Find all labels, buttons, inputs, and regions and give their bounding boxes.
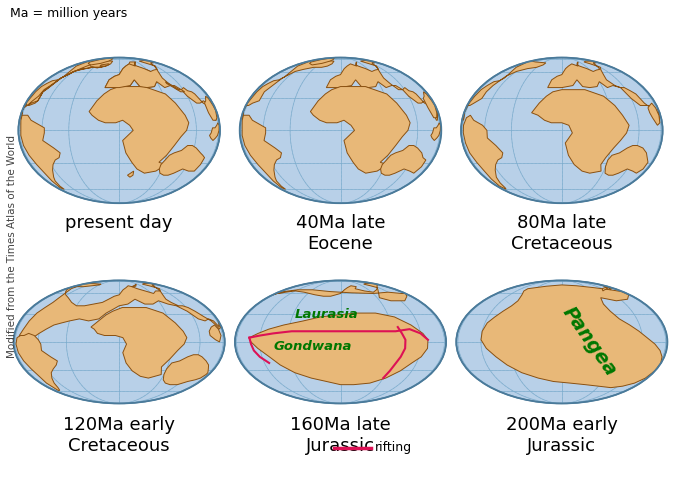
Ellipse shape <box>240 58 441 203</box>
Polygon shape <box>16 334 60 391</box>
Polygon shape <box>21 115 64 189</box>
Polygon shape <box>20 60 112 120</box>
Ellipse shape <box>461 58 663 203</box>
Polygon shape <box>100 64 108 66</box>
Polygon shape <box>532 90 629 173</box>
Polygon shape <box>326 61 438 120</box>
Text: Laurasia: Laurasia <box>295 308 359 321</box>
Polygon shape <box>127 171 133 177</box>
Polygon shape <box>464 61 546 120</box>
Text: present day: present day <box>65 214 173 232</box>
Polygon shape <box>204 96 217 120</box>
Ellipse shape <box>235 280 446 403</box>
Polygon shape <box>242 60 334 119</box>
Text: 40Ma late
Eocene: 40Ma late Eocene <box>296 214 385 253</box>
Polygon shape <box>481 285 662 388</box>
Text: Modified from the Times Atlas of the World: Modified from the Times Atlas of the Wor… <box>7 134 17 358</box>
Polygon shape <box>431 123 441 141</box>
Ellipse shape <box>14 280 225 403</box>
Text: Ma = million years: Ma = million years <box>10 7 127 20</box>
Text: 160Ma late
Jurassic: 160Ma late Jurassic <box>290 416 391 455</box>
Polygon shape <box>91 308 187 378</box>
Polygon shape <box>210 123 219 141</box>
Polygon shape <box>273 283 407 301</box>
Text: rifting: rifting <box>375 441 413 454</box>
Polygon shape <box>311 87 410 173</box>
Polygon shape <box>165 82 185 92</box>
Polygon shape <box>605 146 648 175</box>
Polygon shape <box>463 115 506 189</box>
Polygon shape <box>381 146 426 175</box>
Polygon shape <box>242 115 285 189</box>
Ellipse shape <box>456 280 667 403</box>
Text: Gondwana: Gondwana <box>274 340 353 353</box>
Text: 120Ma early
Cretaceous: 120Ma early Cretaceous <box>63 416 175 455</box>
Polygon shape <box>424 92 437 118</box>
Ellipse shape <box>18 58 220 203</box>
Polygon shape <box>209 325 221 342</box>
Text: 80Ma late
Cretaceous: 80Ma late Cretaceous <box>511 214 613 253</box>
Polygon shape <box>19 283 221 344</box>
Polygon shape <box>105 61 217 120</box>
Polygon shape <box>648 103 660 125</box>
Text: 200Ma early
Jurassic: 200Ma early Jurassic <box>506 416 618 455</box>
Polygon shape <box>601 285 612 291</box>
Polygon shape <box>88 58 113 65</box>
Polygon shape <box>548 61 660 123</box>
Polygon shape <box>309 58 334 65</box>
Polygon shape <box>163 355 208 385</box>
Polygon shape <box>89 87 189 173</box>
Text: Pangea: Pangea <box>558 304 620 380</box>
Polygon shape <box>249 313 428 385</box>
Polygon shape <box>159 146 204 175</box>
Polygon shape <box>105 62 157 88</box>
